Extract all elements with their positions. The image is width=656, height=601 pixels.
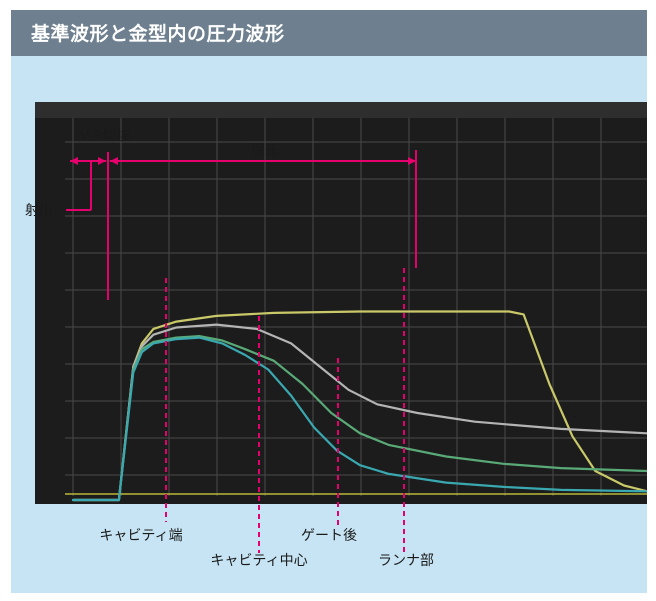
cavity-center-label: キャビティ中心 xyxy=(210,553,307,569)
after-gate-label: ゲート後 xyxy=(301,528,357,544)
vp-switch-label: V-P切換 xyxy=(80,128,130,144)
scope-screen xyxy=(35,102,647,504)
cavity-center-trace xyxy=(71,336,647,502)
header-bar: 基準波形と金型内の圧力波形 xyxy=(11,10,647,56)
injection-label: 射出 xyxy=(25,203,53,219)
scope-status-strip xyxy=(35,102,647,118)
after-gate-trace xyxy=(71,323,647,502)
hold-arrow-head-left xyxy=(110,157,118,165)
runner-label: ランナ部 xyxy=(378,553,434,569)
injection-arrow-head-right xyxy=(98,157,106,165)
figure-panel: 基準波形と金型内の圧力波形 V-P切換射出 保圧キャビティ端キャビティ中心 ゲート後… xyxy=(11,10,647,593)
injection-arrow-head-left xyxy=(70,157,78,165)
hold-arrow-head-right xyxy=(408,157,416,165)
cavity-end-label: キャビティ端 xyxy=(99,528,182,544)
figure-title: 基準波形と金型内の圧力波形 xyxy=(31,23,285,45)
hold-label: 保圧 xyxy=(251,143,279,159)
